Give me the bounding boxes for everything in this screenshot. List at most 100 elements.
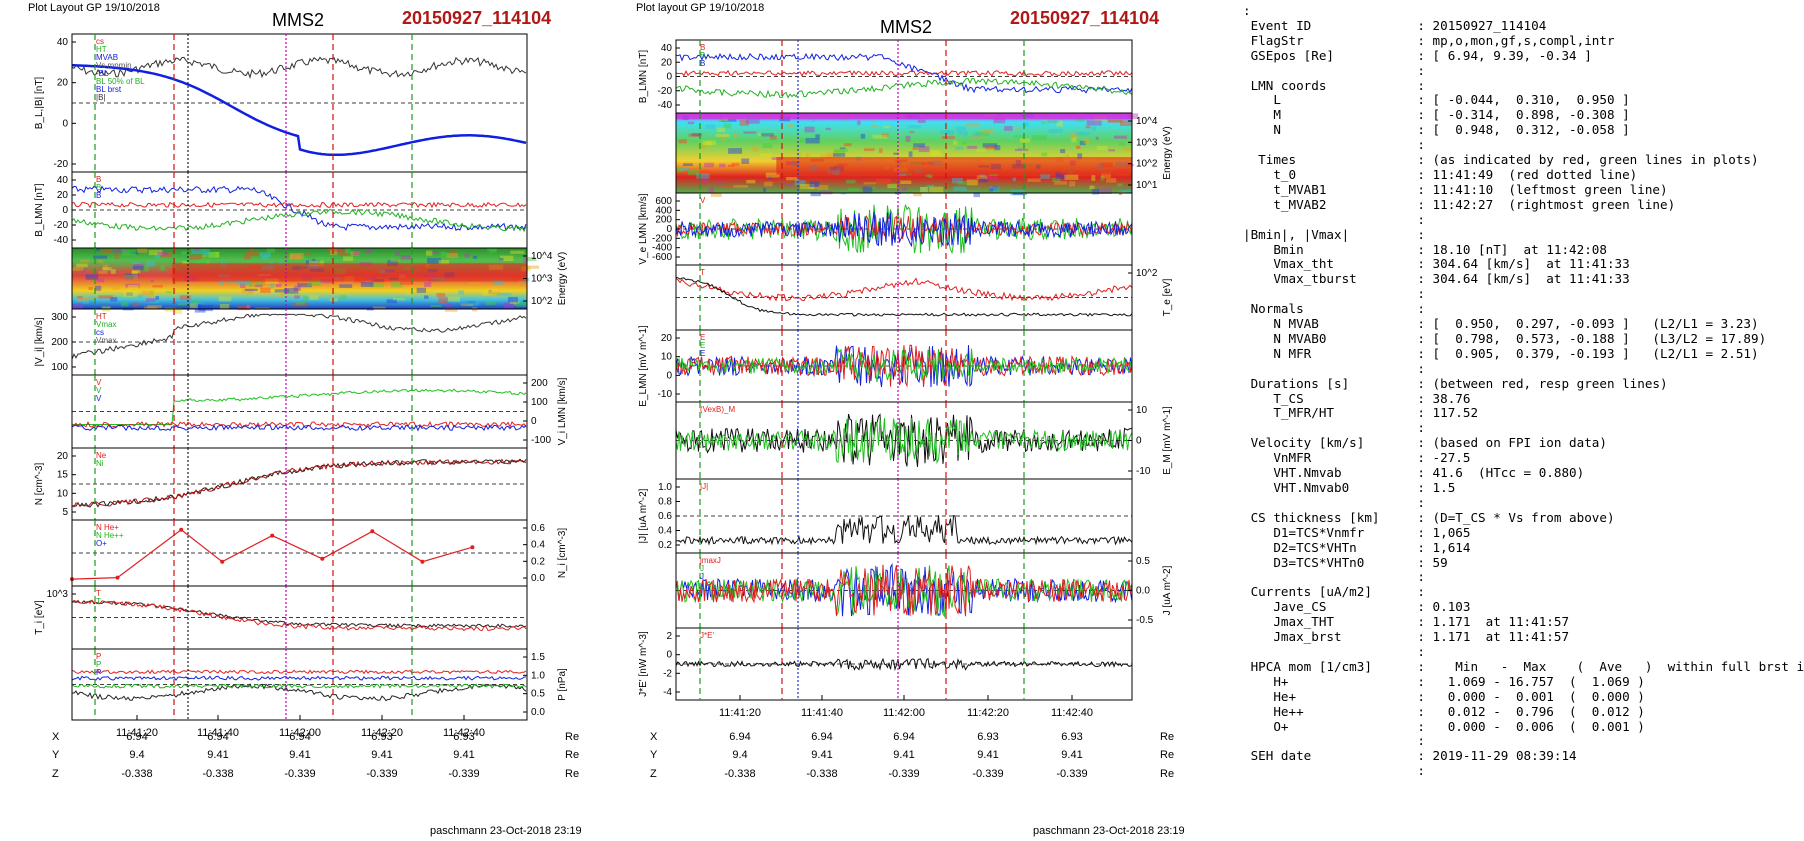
- y-tick-label: 20: [57, 78, 69, 89]
- panel-7: [70, 519, 528, 587]
- legend-entry: Vmax: [96, 336, 116, 345]
- legend-entry: HT: [96, 45, 107, 54]
- y-tick-label: 200: [655, 215, 672, 226]
- series-line: [71, 424, 527, 432]
- orbit-unit: Re: [565, 749, 579, 761]
- data-point: [320, 556, 325, 561]
- legend-entry: V: [96, 378, 102, 387]
- x-tick-label: 11:42:40: [443, 727, 485, 739]
- y-tick-label: 0: [666, 650, 672, 661]
- legend-entry: J: [700, 572, 704, 581]
- orbit-unit: Re: [1160, 749, 1174, 761]
- y-tick-label: -40: [54, 235, 69, 246]
- y-tick-label: 400: [655, 205, 672, 216]
- series-line: [675, 211, 1133, 248]
- y-axis-label: J*E' [nW m^-3]: [638, 631, 649, 697]
- orbit-value: 9.41: [1061, 749, 1082, 761]
- x-tick-label: 11:41:20: [719, 707, 761, 719]
- orbit-value: 6.94: [811, 731, 832, 743]
- y-tick-label: 10^4: [1136, 116, 1158, 127]
- series-line: [675, 417, 1133, 465]
- legend-entry: V: [700, 196, 706, 205]
- legend-entry: B: [96, 175, 101, 184]
- y-tick-label: 10^4: [531, 251, 553, 262]
- y-tick-label: 0.2: [658, 540, 672, 551]
- event-summary-table: : Event ID : 20150927_114104 FlagStr : m…: [1243, 3, 1804, 779]
- data-point: [270, 533, 275, 538]
- panel-3: [71, 247, 540, 314]
- legend-entry: BL 50% of BL: [96, 77, 145, 86]
- left-footer: paschmann 23-Oct-2018 23:19: [430, 825, 582, 837]
- y-tick-label: 100: [51, 362, 68, 373]
- legend-entry: BL brst: [96, 85, 122, 94]
- panel-8: [675, 552, 1133, 629]
- y-axis-label: |J| [uA m^-2]: [638, 488, 649, 543]
- y-tick-label: -100: [531, 435, 551, 446]
- legend-entry: E: [700, 333, 705, 342]
- y-axis-label: N [cm^-3]: [34, 463, 45, 506]
- panel-1: [71, 33, 528, 173]
- series-line: [675, 413, 1133, 467]
- y-tick-label: 600: [655, 196, 672, 207]
- y-tick-label: 1.0: [531, 670, 545, 681]
- series-line: [71, 185, 527, 232]
- legend-entry: B: [96, 183, 101, 192]
- x-tick-label: 11:41:40: [801, 707, 843, 719]
- panel-1: [675, 39, 1133, 114]
- y-tick-label: -20: [54, 220, 69, 231]
- orbit-value: 6.93: [1061, 731, 1082, 743]
- right-event-id: 20150927_114104: [1010, 8, 1160, 28]
- orbit-value: -0.339: [972, 768, 1003, 780]
- series-line: [675, 347, 1133, 383]
- legend-entry: V: [96, 386, 102, 395]
- y-tick-label: 0.6: [658, 511, 672, 522]
- orbit-value: 9.4: [129, 749, 144, 761]
- orbit-value: 9.41: [207, 749, 228, 761]
- y-tick-label: 200: [531, 378, 548, 389]
- series-line: [71, 420, 527, 429]
- y-axis-label: V_e LMN [km/s]: [638, 193, 649, 264]
- data-point: [115, 575, 120, 580]
- panel-4: [71, 308, 528, 376]
- y-tick-label: 0.4: [531, 540, 545, 551]
- panel-2: [675, 112, 1139, 198]
- orbit-value: 9.41: [977, 749, 998, 761]
- series-line: [71, 599, 527, 629]
- panel-2: [71, 171, 528, 249]
- y-axis-label: B_LMN [nT]: [638, 50, 649, 104]
- y-axis-label: N_i [cm^-3]: [557, 528, 568, 578]
- y-tick-label: -600: [652, 252, 672, 263]
- orbit-value: 9.41: [453, 749, 474, 761]
- y-axis-label: Energy (eV): [1162, 126, 1173, 179]
- data-point: [179, 527, 184, 532]
- series-line: [675, 515, 1133, 546]
- series-line: [71, 313, 527, 360]
- y-tick-label: 10^1: [1136, 180, 1158, 191]
- data-point: [220, 559, 225, 564]
- data-point: [420, 559, 425, 564]
- orbit-value: 9.41: [811, 749, 832, 761]
- y-tick-label: 0.0: [1136, 586, 1150, 597]
- y-tick-label: 20: [661, 333, 673, 344]
- orbit-value: 6.94: [126, 731, 147, 743]
- orbit-row-label: X: [52, 731, 60, 743]
- y-tick-label: 0.0: [531, 573, 545, 584]
- y-tick-label: -20: [658, 86, 673, 97]
- panel-3: [675, 192, 1133, 266]
- legend-entry: |J|: [700, 482, 708, 491]
- y-axis-label: T_e [eV]: [1162, 278, 1173, 316]
- y-tick-label: 15: [57, 470, 69, 481]
- y-tick-label: 200: [51, 337, 68, 348]
- orbit-value: 6.94: [729, 731, 750, 743]
- legend-entry: cs: [96, 328, 104, 337]
- y-tick-label: 100: [531, 397, 548, 408]
- series-line: [71, 201, 527, 209]
- series-line: [71, 683, 527, 689]
- y-tick-label: -400: [652, 243, 672, 254]
- series-line: [71, 458, 527, 508]
- right-layout-label: Plot layout GP 19/10/2018: [636, 2, 765, 14]
- series-line: [675, 77, 1133, 99]
- legend-entry: B: [700, 43, 705, 52]
- y-tick-label: 0.4: [658, 526, 672, 537]
